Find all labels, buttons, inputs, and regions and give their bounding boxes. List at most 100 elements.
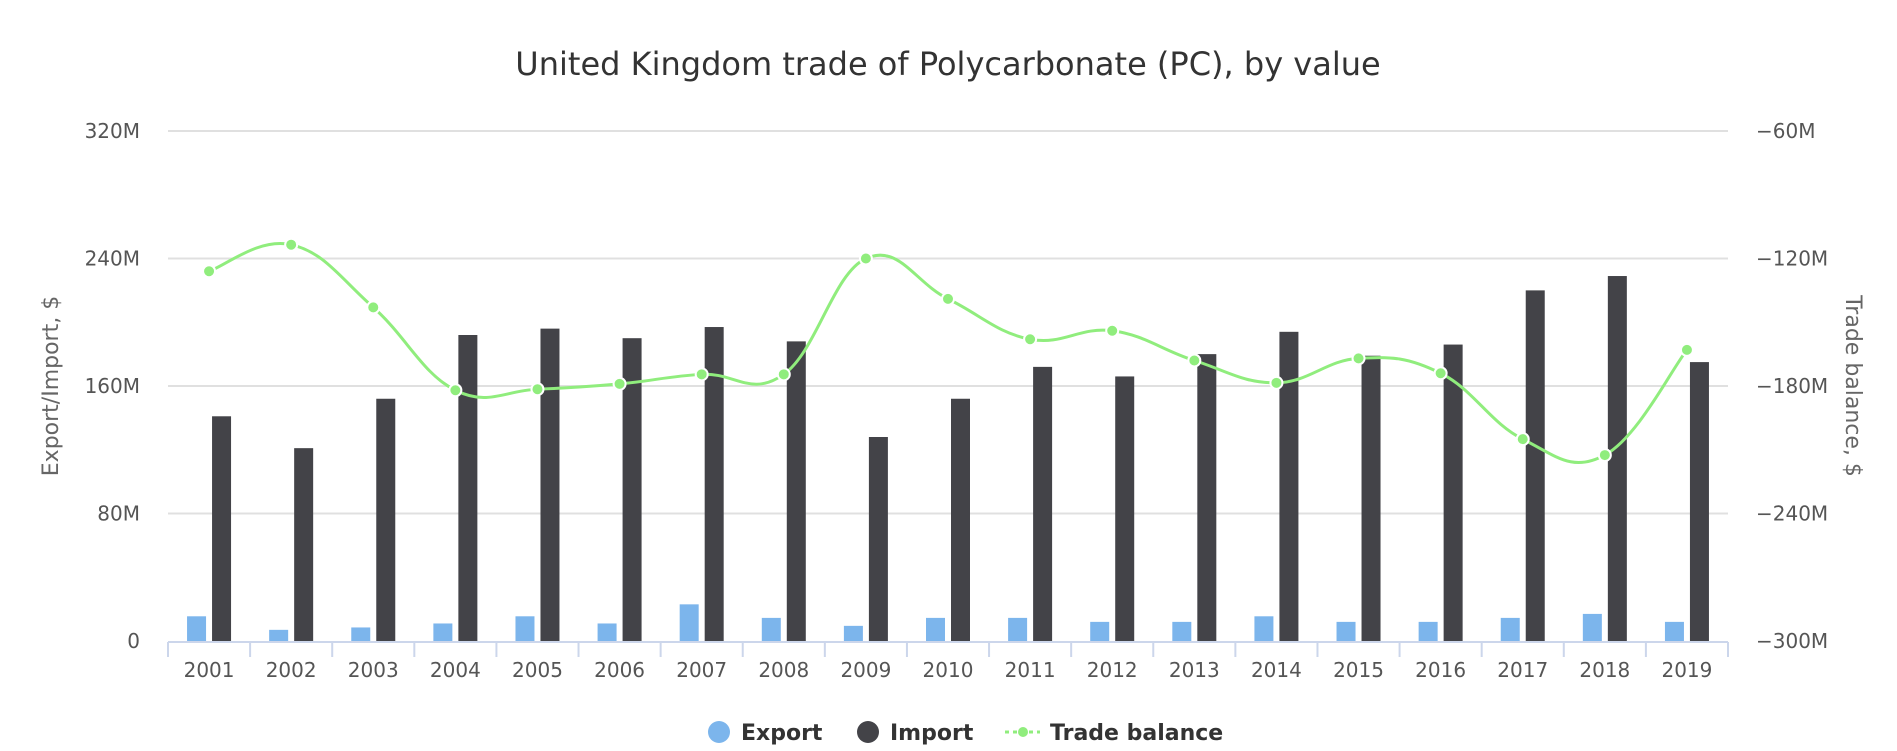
trade-balance-point[interactable] xyxy=(366,300,381,315)
x-tick-label: 2002 xyxy=(266,658,317,682)
trade-balance-point[interactable] xyxy=(1351,351,1366,366)
trade-balance-point[interactable] xyxy=(1679,342,1694,357)
export-bar[interactable] xyxy=(351,627,371,641)
x-tick-label: 2007 xyxy=(676,658,727,682)
bars xyxy=(187,276,1709,641)
grid-lines xyxy=(168,130,1728,515)
trade-balance-point[interactable] xyxy=(1105,323,1120,338)
trade-balance-point[interactable] xyxy=(694,367,709,382)
import-bar[interactable] xyxy=(294,448,314,641)
legend: Export Import Trade balance xyxy=(708,721,1223,746)
import-bar[interactable] xyxy=(1689,362,1709,641)
legend-import-symbol xyxy=(857,721,879,743)
import-bar[interactable] xyxy=(1197,354,1217,641)
import-bar[interactable] xyxy=(1607,276,1627,641)
x-tick-label: 2011 xyxy=(1005,658,1056,682)
trade-balance-point[interactable] xyxy=(1187,353,1202,368)
left-tick-label: 320M xyxy=(85,119,140,143)
import-bar[interactable] xyxy=(212,416,232,641)
trade-balance-point[interactable] xyxy=(448,383,463,398)
trade-balance-point[interactable] xyxy=(1597,448,1612,463)
export-bar[interactable] xyxy=(1664,621,1684,641)
import-bar[interactable] xyxy=(622,338,642,641)
x-tick-label: 2016 xyxy=(1415,658,1466,682)
x-tick-label: 2005 xyxy=(512,658,563,682)
legend-export-symbol xyxy=(708,721,730,743)
import-bar[interactable] xyxy=(1033,366,1053,641)
legend-balance-symbol xyxy=(1018,727,1028,737)
legend-import-label[interactable]: Import xyxy=(890,721,974,746)
x-tick-label: 2001 xyxy=(184,658,235,682)
x-tick-label: 2013 xyxy=(1169,658,1220,682)
export-bar[interactable] xyxy=(761,617,781,641)
x-tick-label: 2015 xyxy=(1333,658,1384,682)
export-bar[interactable] xyxy=(515,616,535,641)
export-bar[interactable] xyxy=(1418,621,1438,641)
trade-balance-point[interactable] xyxy=(1269,375,1284,390)
chart-title: United Kingdom trade of Polycarbonate (P… xyxy=(515,45,1380,83)
trade-balance-point[interactable] xyxy=(1023,332,1038,347)
trade-balance-point[interactable] xyxy=(284,237,299,252)
trade-balance-point[interactable] xyxy=(202,264,217,279)
import-bar[interactable] xyxy=(540,328,560,641)
trade-balance-point[interactable] xyxy=(612,376,627,391)
import-bar[interactable] xyxy=(1443,344,1463,641)
x-tick-label: 2014 xyxy=(1251,658,1302,682)
x-tick-label: 2008 xyxy=(758,658,809,682)
import-bar[interactable] xyxy=(458,335,478,641)
import-bar[interactable] xyxy=(704,327,724,641)
right-tick-label: −180M xyxy=(1756,374,1828,398)
left-axis-title: Export/Import, $ xyxy=(39,296,64,476)
export-bar[interactable] xyxy=(1336,621,1356,641)
trade-balance-point[interactable] xyxy=(858,251,873,266)
legend-balance-label[interactable]: Trade balance xyxy=(1050,721,1223,746)
left-tick-label: 160M xyxy=(85,374,140,398)
x-tick-label: 2006 xyxy=(594,658,645,682)
import-bar[interactable] xyxy=(1279,331,1299,641)
export-bar[interactable] xyxy=(1582,613,1602,641)
right-tick-label: −240M xyxy=(1756,502,1828,526)
trade-balance-point[interactable] xyxy=(776,367,791,382)
right-tick-label: −120M xyxy=(1756,247,1828,271)
x-axis: 2001 2002 2003 2004 2005 2006 2007 2008 2009 2010… xyxy=(167,641,1729,682)
trade-balance-point[interactable] xyxy=(530,382,545,397)
export-bar[interactable] xyxy=(926,617,945,641)
import-bar[interactable] xyxy=(951,398,970,641)
right-tick-label: −300M xyxy=(1756,629,1828,653)
x-tick-label: 2012 xyxy=(1087,658,1138,682)
import-bar[interactable] xyxy=(786,341,806,641)
export-bar[interactable] xyxy=(679,604,699,641)
export-bar[interactable] xyxy=(1172,621,1192,641)
right-axis-title: Trade balance, $ xyxy=(1840,294,1865,477)
right-tick-label: −60M xyxy=(1756,119,1815,143)
export-bar[interactable] xyxy=(597,623,617,641)
import-bar[interactable] xyxy=(868,437,888,641)
x-tick-label: 2003 xyxy=(348,658,399,682)
x-tick-label: 2019 xyxy=(1661,658,1712,682)
left-tick-label: 240M xyxy=(85,247,140,271)
export-bar[interactable] xyxy=(187,616,207,641)
export-bar[interactable] xyxy=(1254,616,1274,641)
import-bar[interactable] xyxy=(1525,290,1545,641)
export-bar[interactable] xyxy=(1500,617,1520,641)
trade-balance-path xyxy=(208,242,1689,465)
left-tick-label: 80M xyxy=(97,502,140,526)
export-bar[interactable] xyxy=(1090,621,1110,641)
import-bar[interactable] xyxy=(1115,376,1135,641)
export-bar[interactable] xyxy=(1008,617,1028,641)
export-bar[interactable] xyxy=(843,625,863,641)
trade-balance-line xyxy=(202,237,1694,465)
export-bar[interactable] xyxy=(433,623,453,641)
trade-balance-point[interactable] xyxy=(941,291,955,306)
trade-balance-point[interactable] xyxy=(1433,366,1448,381)
right-y-axis: −300M −240M −180M −120M −60M xyxy=(1756,119,1828,653)
export-bar[interactable] xyxy=(269,629,289,641)
trade-balance-point[interactable] xyxy=(1515,432,1530,447)
x-tick-label: 2009 xyxy=(840,658,891,682)
x-tick-label: 2017 xyxy=(1497,658,1548,682)
import-bar[interactable] xyxy=(1361,355,1381,641)
import-bar[interactable] xyxy=(376,398,396,641)
legend-export-label[interactable]: Export xyxy=(741,721,823,746)
